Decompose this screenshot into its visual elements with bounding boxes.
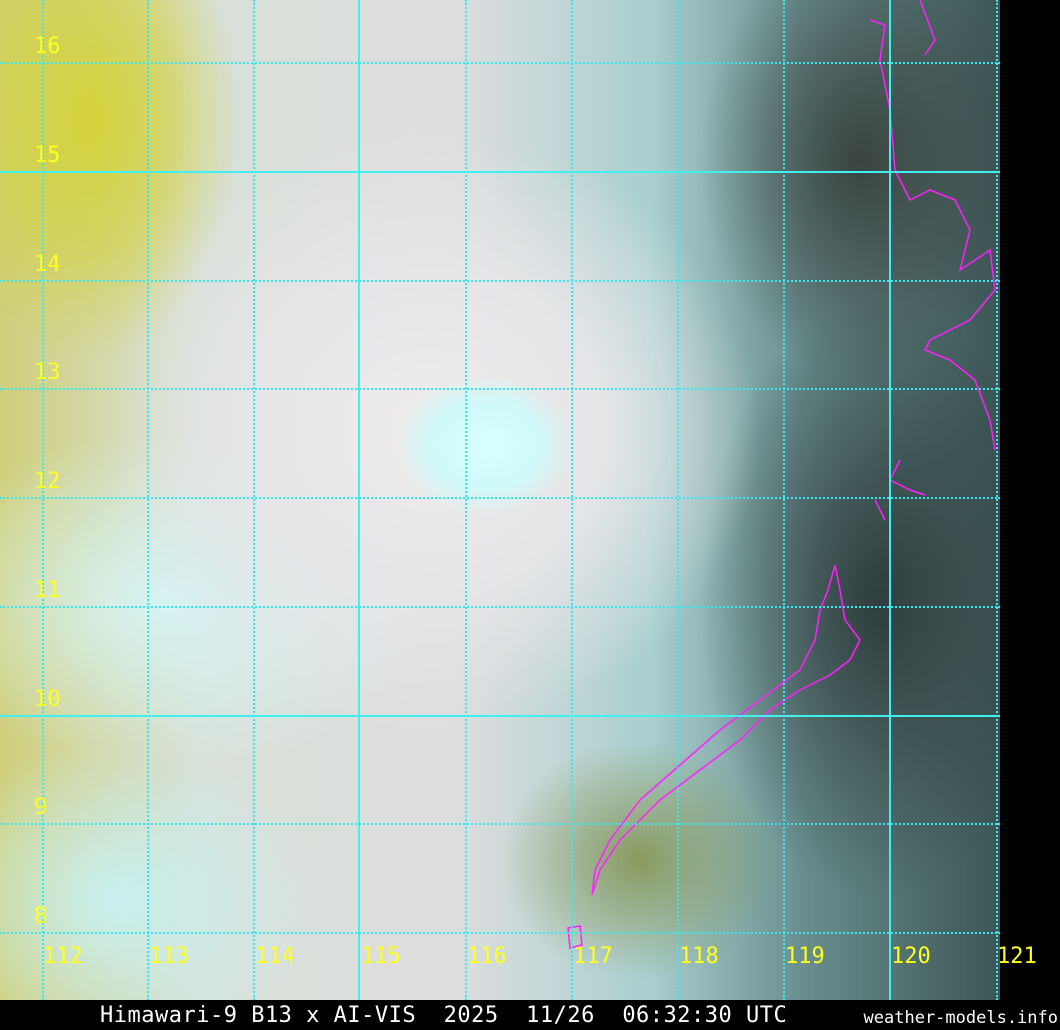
right-margin [1000,0,1060,1000]
lat-label: 9 [34,795,48,820]
image-title: Himawari-9 B13 x AI-VIS 2025 11/26 06:32… [100,1003,788,1028]
grid-lat-16 [0,62,1000,64]
grid-lon-118 [677,0,679,1000]
lon-label: 114 [255,944,295,969]
lat-label: 15 [34,143,61,168]
footer-bar: Himawari-9 B13 x AI-VIS 2025 11/26 06:32… [0,1000,1060,1030]
coastline-small-island [567,925,583,949]
grid-lon-115 [358,0,360,1000]
coastline-philippines [869,0,996,521]
grid-lon-117 [571,0,573,1000]
grid-lat-10 [0,715,1000,717]
coastline [567,0,996,949]
lat-label: 13 [34,360,61,385]
grid-lat-11 [0,606,1000,608]
lon-label: 117 [573,944,613,969]
lon-label: 120 [891,944,931,969]
grid-lat-13 [0,388,1000,390]
grid-lon-121 [996,0,998,1000]
grid-lon-114 [253,0,255,1000]
lat-label: 16 [34,34,61,59]
lon-label: 121 [997,944,1037,969]
lat-label: 10 [34,687,61,712]
grid-lon-113 [147,0,149,1000]
grid-lon-119 [783,0,785,1000]
lon-label: 112 [43,944,83,969]
grid-lon-116 [465,0,467,1000]
lon-label: 115 [361,944,401,969]
grid-lon-120 [889,0,891,1000]
lat-label: 14 [34,252,61,277]
source-credit: weather-models.info [863,1008,1058,1028]
grid-lat-9 [0,823,1000,825]
grid-lat-8 [0,932,1000,934]
grid-lat-15 [0,171,1000,173]
satellite-imagery [0,0,1000,1000]
coastline-palawan [591,564,861,896]
lat-label: 11 [34,578,61,603]
lat-label: 8 [34,904,48,929]
lon-label: 118 [679,944,719,969]
lon-label: 113 [149,944,189,969]
grid-lon-112 [42,0,44,1000]
grid-lat-12 [0,497,1000,499]
lat-label: 12 [34,469,61,494]
lon-label: 116 [467,944,507,969]
grid-lat-14 [0,280,1000,282]
lon-label: 119 [785,944,825,969]
